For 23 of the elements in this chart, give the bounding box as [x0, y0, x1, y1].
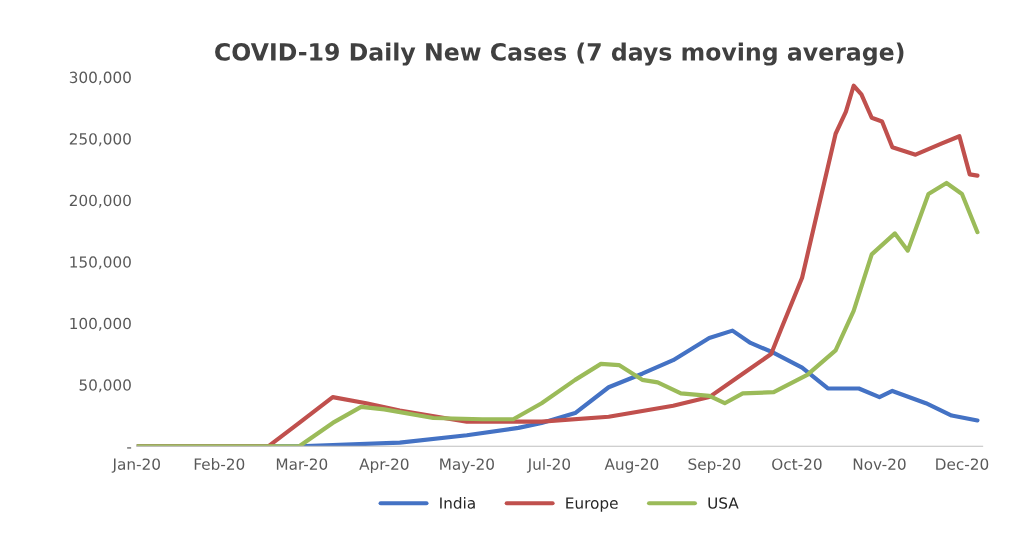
x-tick-label: Dec-20	[936, 458, 989, 470]
y-tick-label: 300,000	[69, 71, 131, 85]
x-tick-label: Jan-20	[111, 458, 160, 473]
x-tick-label: Sep-20	[688, 458, 741, 473]
y-tick-label: -	[127, 447, 132, 449]
x-tick-label: Jul-20	[526, 458, 571, 473]
legend-label: India	[440, 496, 475, 509]
x-tick-label: Mar-20	[276, 458, 328, 470]
chart-title: COVID-19 Daily New Cases (7 days moving average)	[215, 42, 904, 66]
y-tick-label: 200,000	[69, 194, 131, 208]
x-tick-label: Nov-20	[853, 458, 906, 470]
x-tick-label: May-20	[440, 458, 494, 473]
line-series	[136, 180, 980, 447]
x-tick-label: Apr-20	[359, 458, 409, 473]
x-tick-label: Oct-20	[772, 458, 822, 470]
x-tick-label: Aug-20	[604, 458, 659, 473]
legend-label: USA	[708, 497, 739, 509]
y-tick-label: 50,000	[79, 379, 131, 393]
y-tick-label: 100,000	[70, 317, 131, 331]
legend-label: Europe	[566, 497, 618, 512]
x-tick-label: Feb-20	[194, 458, 245, 470]
y-tick-label: 150,000	[70, 256, 131, 270]
y-tick-label: 250,000	[69, 133, 131, 147]
